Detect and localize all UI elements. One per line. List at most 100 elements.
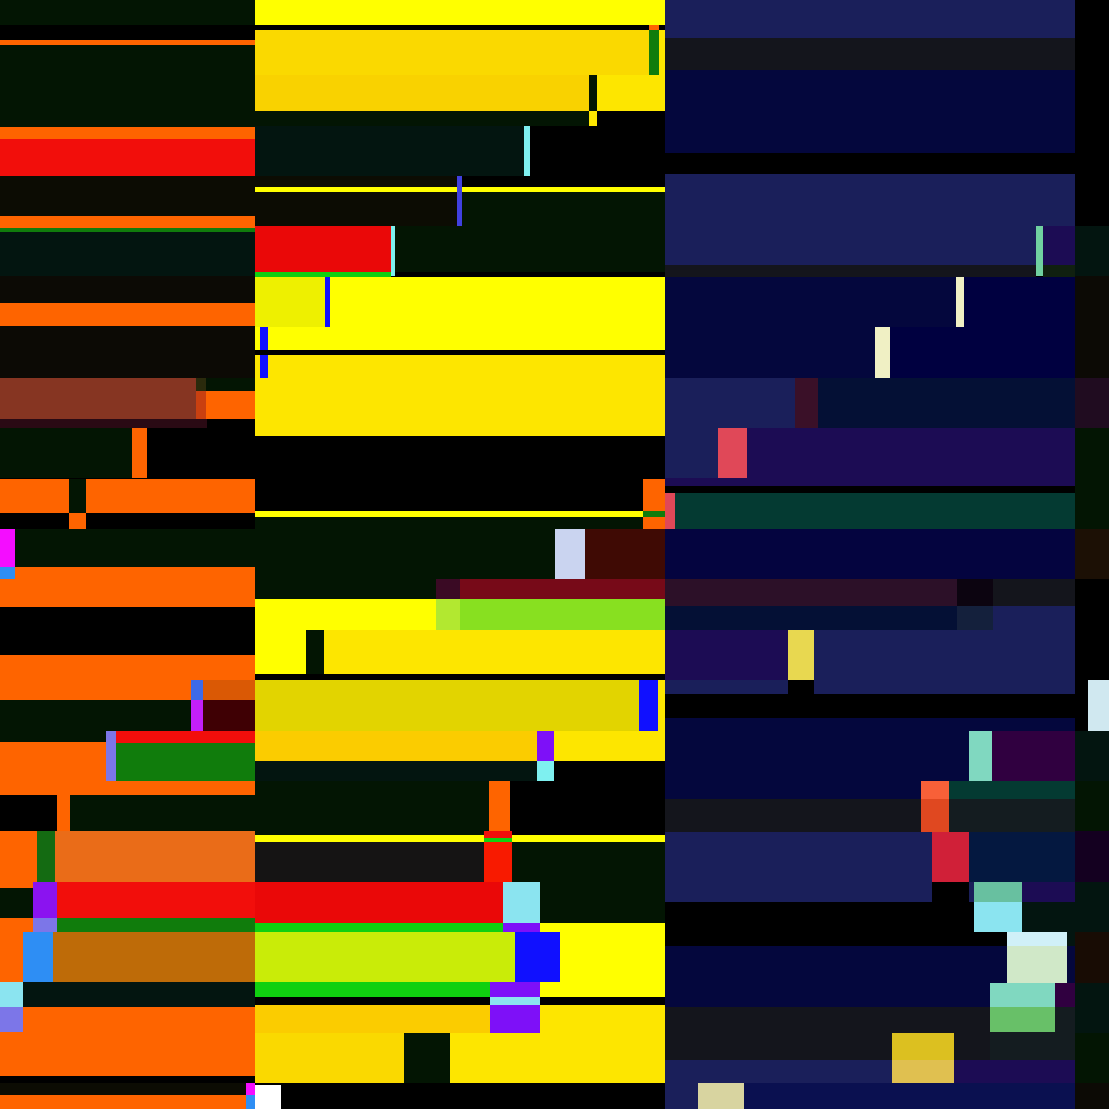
color-block	[1036, 226, 1043, 276]
color-block	[589, 111, 597, 126]
color-block	[255, 75, 589, 111]
color-block	[1007, 932, 1067, 946]
color-block	[818, 378, 1075, 428]
color-block	[255, 781, 489, 835]
color-block	[255, 835, 484, 842]
color-block	[255, 1083, 665, 1109]
color-block	[1075, 680, 1088, 731]
color-block	[0, 139, 255, 176]
color-block	[649, 25, 659, 30]
color-block	[255, 674, 665, 680]
color-block	[23, 1007, 255, 1032]
color-block	[540, 1005, 665, 1085]
color-block	[0, 1083, 246, 1095]
color-block	[1075, 428, 1109, 478]
color-block	[718, 428, 747, 478]
color-block	[1075, 1033, 1109, 1083]
color-block	[255, 932, 515, 982]
color-block	[450, 1033, 540, 1083]
color-block	[665, 902, 974, 946]
color-block	[658, 680, 665, 731]
color-block	[1075, 882, 1109, 932]
color-block	[639, 680, 658, 731]
color-block	[537, 731, 554, 761]
color-block	[206, 378, 255, 391]
color-block	[255, 511, 643, 517]
color-block	[330, 277, 665, 350]
color-block	[665, 486, 1075, 493]
color-block	[391, 226, 395, 276]
color-block	[255, 997, 665, 1005]
color-block	[255, 680, 639, 731]
color-block	[512, 835, 665, 842]
color-block	[255, 226, 391, 272]
color-block	[530, 126, 665, 176]
color-block	[0, 781, 255, 795]
color-block	[0, 982, 23, 1007]
color-block	[23, 932, 53, 982]
color-block	[892, 1033, 954, 1060]
color-block	[537, 761, 554, 781]
color-block	[116, 731, 255, 743]
color-block	[554, 761, 665, 781]
color-block	[1022, 882, 1075, 902]
color-block	[1007, 946, 1067, 983]
color-block	[0, 607, 255, 655]
color-block	[0, 75, 255, 127]
color-block	[524, 126, 530, 176]
color-block	[484, 831, 512, 838]
color-block	[147, 428, 255, 478]
color-block	[814, 630, 993, 694]
color-block	[0, 40, 255, 45]
color-block	[515, 932, 560, 982]
color-block	[69, 513, 86, 529]
color-block	[698, 1083, 744, 1109]
color-block	[255, 1005, 490, 1033]
color-block	[643, 511, 665, 517]
color-block	[921, 781, 949, 799]
color-block	[1075, 579, 1109, 680]
color-block	[457, 176, 462, 226]
color-block	[956, 277, 964, 327]
color-block	[203, 680, 255, 700]
color-block	[1075, 226, 1109, 276]
color-block	[33, 918, 57, 932]
color-block	[540, 923, 665, 997]
color-block	[1075, 0, 1109, 226]
color-block	[255, 0, 665, 25]
color-block	[990, 1007, 1055, 1032]
color-block	[890, 327, 1075, 378]
color-block	[1075, 831, 1109, 882]
color-block	[957, 606, 993, 630]
color-block	[1075, 731, 1109, 781]
color-block	[0, 276, 255, 303]
color-block	[490, 1005, 540, 1033]
color-block	[510, 781, 665, 835]
color-block	[974, 902, 1022, 932]
color-block	[255, 277, 325, 327]
color-block	[649, 30, 659, 75]
color-block	[306, 630, 324, 680]
color-block	[665, 718, 1075, 731]
color-block	[1055, 1007, 1075, 1032]
color-block	[0, 831, 37, 888]
color-block	[460, 579, 665, 599]
color-block	[57, 918, 255, 932]
color-block	[70, 795, 255, 831]
color-block	[659, 30, 665, 75]
color-block	[484, 842, 512, 882]
color-block	[665, 680, 788, 694]
color-block	[57, 781, 70, 831]
color-block	[892, 1060, 954, 1083]
color-block	[585, 529, 665, 579]
color-block	[795, 378, 818, 428]
color-block	[0, 1076, 255, 1083]
color-block	[436, 579, 460, 599]
color-block	[1075, 1083, 1109, 1109]
color-block	[255, 355, 665, 436]
color-block	[665, 781, 921, 799]
color-block	[1075, 983, 1109, 1033]
color-block	[395, 226, 665, 272]
color-block	[503, 923, 540, 932]
color-block	[932, 832, 969, 882]
